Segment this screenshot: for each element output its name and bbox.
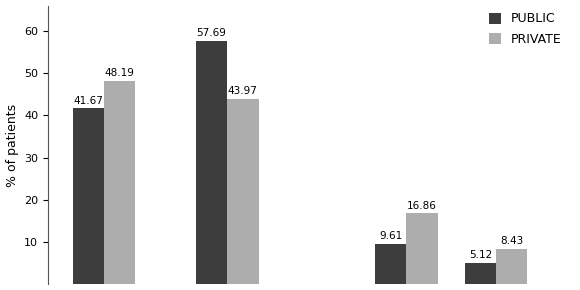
Bar xyxy=(104,81,135,284)
Bar xyxy=(465,263,496,284)
Text: 48.19: 48.19 xyxy=(105,68,135,78)
Bar xyxy=(407,213,438,284)
Bar xyxy=(196,41,227,284)
Bar xyxy=(375,244,407,284)
Y-axis label: % of patients: % of patients xyxy=(6,104,19,186)
Bar xyxy=(496,249,527,284)
Text: 41.67: 41.67 xyxy=(73,96,103,106)
Legend: PUBLIC, PRIVATE: PUBLIC, PRIVATE xyxy=(483,6,568,52)
Text: 43.97: 43.97 xyxy=(228,86,258,96)
Text: 9.61: 9.61 xyxy=(379,231,403,241)
Text: 16.86: 16.86 xyxy=(407,201,437,211)
Bar xyxy=(227,99,259,284)
Bar xyxy=(72,108,104,284)
Text: 8.43: 8.43 xyxy=(500,236,523,246)
Text: 57.69: 57.69 xyxy=(197,28,226,38)
Text: 5.12: 5.12 xyxy=(469,250,492,260)
